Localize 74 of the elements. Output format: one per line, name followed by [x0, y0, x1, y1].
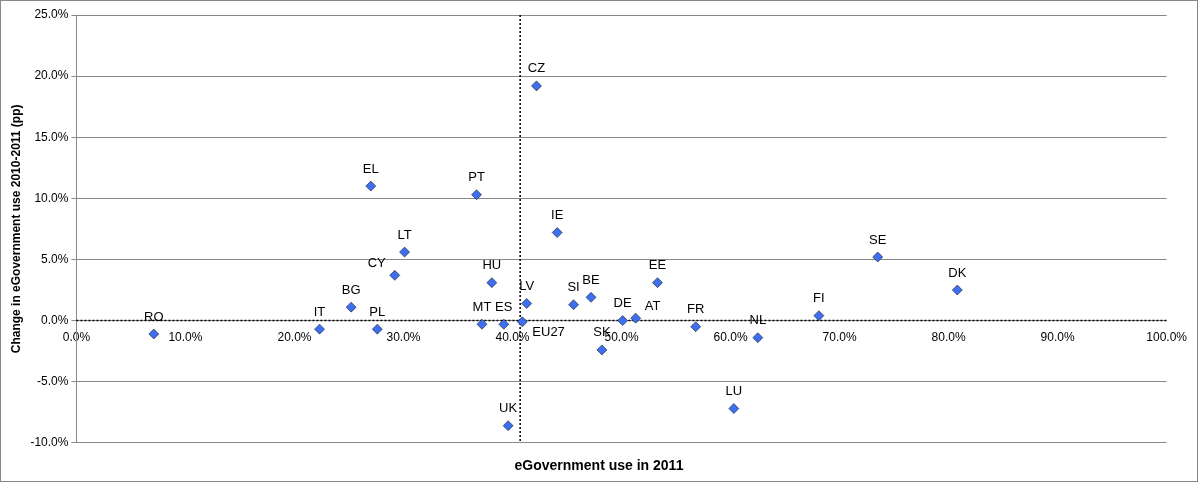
point: [498, 318, 510, 330]
annotation: PT: [468, 169, 485, 185]
y-tick-label: 15.0%: [34, 129, 69, 144]
point: [345, 301, 357, 313]
annotation: IE: [551, 207, 564, 223]
annotation: PL: [369, 303, 386, 319]
y-tick-label: 20.0%: [34, 68, 69, 83]
annotation: UK: [499, 400, 518, 416]
point: [728, 403, 740, 414]
x-tick-label: 0.0%: [62, 330, 91, 345]
annotation: FI: [813, 290, 825, 306]
annotation: EL: [362, 160, 379, 176]
annotation: CZ: [527, 60, 546, 76]
point: [617, 315, 628, 326]
annotation: DK: [948, 264, 967, 280]
point: [471, 189, 482, 200]
y-tick-label: -10.0%: [30, 435, 69, 450]
annotation: FR: [687, 301, 705, 317]
x-tick-label: 60.0%: [713, 330, 748, 345]
point: [531, 80, 542, 92]
annotation: CY: [367, 254, 387, 270]
point: [486, 277, 498, 288]
y-tick-label: 10.0%: [34, 190, 69, 205]
y-tick-label: 0.0%: [41, 312, 69, 327]
annotation: LU: [725, 383, 743, 399]
x-tick-label: 90.0%: [1040, 330, 1075, 345]
point: [752, 332, 764, 343]
annotation: AT: [644, 297, 661, 313]
annotation: RO: [144, 308, 164, 324]
annotation: IT: [313, 303, 326, 319]
y-tick-label: 5.0%: [41, 251, 69, 266]
point: [596, 344, 608, 356]
x-tick-label: 100.0%: [1146, 330, 1188, 345]
point: [476, 318, 488, 330]
annotation: SI: [567, 279, 580, 295]
y-tick-label: -5.0%: [37, 374, 69, 388]
point: [372, 323, 383, 335]
annotation: LT: [397, 226, 412, 242]
point: [365, 180, 377, 192]
point: [502, 420, 514, 431]
point: [521, 298, 532, 309]
annotation: MT: [472, 298, 492, 314]
point: [872, 251, 883, 263]
point: [314, 323, 325, 335]
x-tick-label: 30.0%: [386, 330, 421, 345]
point: [399, 246, 410, 258]
point: [952, 284, 963, 296]
y-axis-title: Change in eGovernment use 2010-2011 (pp): [8, 104, 23, 354]
y-tick-label: 25.0%: [34, 7, 69, 22]
x-tick-label: 20.0%: [277, 330, 312, 345]
annotation: BE: [582, 271, 601, 287]
point: [630, 312, 641, 324]
point: [517, 316, 528, 328]
annotation: ES: [495, 298, 513, 314]
point: [585, 292, 597, 303]
point: [389, 270, 401, 281]
annotation: SE: [869, 231, 887, 247]
point: [652, 277, 663, 288]
annotation: BG: [341, 281, 361, 297]
annotation: HU: [482, 257, 502, 273]
point: [148, 328, 160, 340]
annotation: EE: [648, 257, 667, 273]
point: [813, 310, 825, 321]
annotation: DE: [613, 295, 632, 311]
point: [551, 227, 563, 238]
x-tick-label: 40.0%: [495, 330, 530, 345]
point: [568, 299, 579, 310]
point: [690, 321, 701, 332]
annotation: EU27: [532, 324, 565, 340]
x-tick-label: 10.0%: [168, 330, 203, 345]
x-tick-label: 80.0%: [931, 330, 966, 345]
x-axis-title: eGovernment use in 2011: [513, 457, 685, 473]
x-tick-label: 70.0%: [822, 330, 857, 345]
annotation: LV: [519, 278, 535, 294]
